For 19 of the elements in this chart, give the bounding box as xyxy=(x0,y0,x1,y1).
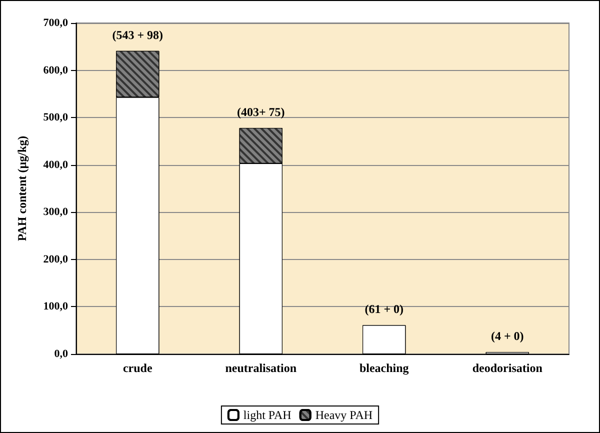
y-tick-label: 700,0 xyxy=(43,17,68,29)
x-tick-label: deodorisation xyxy=(472,361,543,375)
y-tick-label: 100,0 xyxy=(43,300,68,313)
x-tick-label: crude xyxy=(122,361,153,375)
annotation: (403+ 75) xyxy=(236,104,285,119)
annotation: (543 + 98) xyxy=(112,28,164,42)
y-axis-title: PAH content (µg/kg) xyxy=(15,136,29,242)
annotation: (61 + 0) xyxy=(364,302,404,316)
y-tick-label: 0,0 xyxy=(54,348,68,360)
y-tick-label: 500,0 xyxy=(43,112,68,124)
annotation: (4 + 0) xyxy=(490,329,524,344)
x-tick-label: bleaching xyxy=(359,361,409,375)
x-tick-label: neutralisation xyxy=(225,361,297,375)
y-tick-label: 400,0 xyxy=(43,158,68,171)
legend-label: light PAH xyxy=(243,408,292,422)
y-tick-label: 300,0 xyxy=(43,206,68,218)
legend-label: Heavy PAH xyxy=(315,408,373,422)
y-tick-label: 200,0 xyxy=(43,253,68,266)
y-tick-label: 600,0 xyxy=(43,64,68,76)
